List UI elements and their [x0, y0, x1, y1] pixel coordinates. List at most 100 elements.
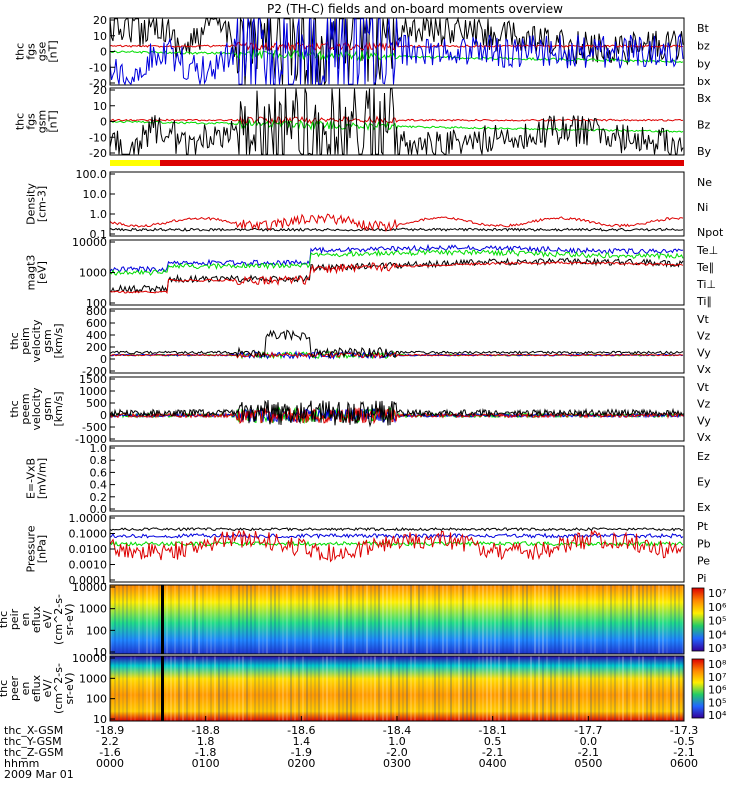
panel-frame	[109, 584, 685, 655]
x-gsm-value: -17.7	[574, 724, 602, 737]
panel-fgs-gsm: 20 10 0 -10 -20 thcfgsgsm[nT] Bx Bz By	[14, 84, 712, 160]
panel-pressure: 1.0000 0.1000 0.0100 0.0010 0.0001 Pressure[n…	[25, 512, 711, 587]
y-tick-label: 0.1	[90, 228, 108, 241]
status-bar-yellow	[110, 160, 160, 166]
x-gsm-value: -18.4	[383, 724, 411, 737]
y-tick-label: 100.0	[76, 168, 108, 181]
y-tick-label: 0	[100, 353, 107, 366]
legend-Vz: Vz	[697, 398, 711, 411]
colorbar-tick-label: 10⁷	[708, 587, 726, 600]
y-gsm-value: 0.0	[580, 735, 598, 748]
y-gsm-value: 1.4	[293, 735, 311, 748]
z-gsm-value: -2.1	[578, 746, 599, 759]
legend-Ex: Ex	[697, 501, 711, 514]
series-pt	[109, 527, 684, 532]
x-gsm-value: -18.9	[96, 724, 124, 737]
y-tick-label: 200	[86, 341, 107, 354]
y-tick-label: 400	[86, 329, 107, 342]
y-tick-label: 1000	[79, 672, 107, 685]
y-axis-label: Pressure[nPa]	[25, 525, 49, 572]
z-gsm-value: -2.0	[386, 746, 407, 759]
panel-frame	[109, 171, 685, 237]
x-axis-row-label: hhmm	[4, 757, 39, 770]
colorbar-tick-label: 10⁴	[708, 709, 727, 722]
y-axis-label: thcfgsgsm[nT]	[14, 110, 60, 133]
legend-Vy: Vy	[697, 346, 711, 359]
series-te-par	[109, 257, 684, 294]
legend-Vx: Vx	[697, 431, 712, 444]
series-by	[109, 49, 684, 63]
colorbar-tick-label: 10⁷	[708, 671, 726, 684]
legend-Vz: Vz	[697, 330, 711, 343]
y-axis-label: thcpeimvelocitygsm[km/s]	[8, 319, 65, 362]
y-tick-label: 500	[86, 397, 107, 410]
hhmm-value: 0500	[574, 757, 602, 770]
panel-frame	[109, 376, 685, 442]
y-tick-label: 1.0000	[69, 512, 108, 525]
legend-Pi: Pi	[697, 572, 706, 585]
y-tick-label: 1500	[79, 373, 107, 386]
x-axis-row-label: 2009 Mar 01	[4, 768, 74, 781]
y-tick-label: -1000	[75, 433, 107, 446]
legend-Vt: Vt	[697, 381, 710, 394]
panel-efield: 1.00.80.60.40.20.0 E=-VxB[mV/m] Ez Ey Ex	[25, 442, 711, 516]
series-ni	[109, 227, 684, 232]
y-gsm-value: -0.5	[673, 735, 694, 748]
legend-Vt: Vt	[697, 313, 710, 326]
series-ti-perp	[109, 243, 684, 273]
legend-Ti⊥: Ti⊥	[696, 278, 716, 291]
y-tick-label: 10000	[72, 581, 107, 594]
y-tick-label: 10	[93, 713, 107, 726]
colorbar-tick-label: 10⁶	[708, 684, 727, 697]
y-tick-label: -500	[82, 421, 107, 434]
series-pi	[109, 532, 684, 539]
legend-bx: bx	[697, 75, 711, 88]
y-axis-label: E=-VxB[mV/m]	[25, 458, 49, 499]
y-tick-label: 1000	[79, 603, 107, 616]
panel-temperature: 10000 1000 100 magt3[eV] Te⊥ Te∥ Ti⊥ Ti∥	[25, 236, 719, 310]
series-ti-par	[109, 248, 684, 276]
y-tick-label: 10	[93, 646, 107, 659]
x-axis-row-label: thc_X-GSM	[4, 724, 63, 737]
spectrogram-image	[110, 656, 684, 721]
series-bx	[109, 18, 684, 86]
colorbar	[691, 587, 705, 652]
y-gsm-value: 0.5	[484, 735, 502, 748]
legend-Bx: Bx	[697, 92, 712, 105]
spectrogram-image	[110, 585, 684, 654]
hhmm-value: 0200	[287, 757, 315, 770]
y-tick-label: 0	[100, 116, 107, 129]
panel-frame	[109, 308, 685, 374]
y-tick-label: 10	[93, 30, 107, 43]
series-te-perp	[109, 261, 684, 294]
y-axis-label: thcpeirenefluxeV/(cm^2-s-sr-eV)	[0, 594, 76, 645]
legend-Pt: Pt	[697, 520, 709, 533]
x-gsm-value: -17.3	[670, 724, 698, 737]
panel-fgs-gse: 20 10 0 -10 -20 thcfgsgse[nT] Bt bz by bx	[14, 14, 711, 90]
y-tick-label: 600	[86, 317, 107, 330]
legend-Te⊥: Te⊥	[696, 244, 718, 257]
y-tick-label: 0.8	[90, 454, 108, 467]
series-bz-gsm	[109, 115, 684, 125]
colorbar	[691, 658, 705, 719]
x-gsm-value: -18.1	[478, 724, 506, 737]
y-tick-label: 20	[93, 14, 107, 27]
legend-Pe: Pe	[697, 555, 710, 568]
x-gsm-value: -18.8	[191, 724, 219, 737]
y-tick-label: 100	[86, 297, 107, 310]
y-tick-label: 0.0001	[69, 574, 108, 587]
colorbar-tick-label: 10⁵	[708, 615, 726, 628]
data-gap-bar	[161, 585, 164, 654]
hhmm-value: 0600	[670, 757, 698, 770]
x-axis-row-label: thc_Z-GSM	[4, 746, 64, 759]
y-gsm-value: 1.0	[388, 735, 406, 748]
hhmm-value: 0300	[383, 757, 411, 770]
legend-Ti∥: Ti∥	[696, 295, 712, 308]
series-bz	[109, 40, 684, 52]
z-gsm-value: -2.1	[673, 746, 694, 759]
colorbar-tick-label: 10⁸	[708, 658, 727, 671]
colorbar-tick-label: 10⁵	[708, 696, 726, 709]
